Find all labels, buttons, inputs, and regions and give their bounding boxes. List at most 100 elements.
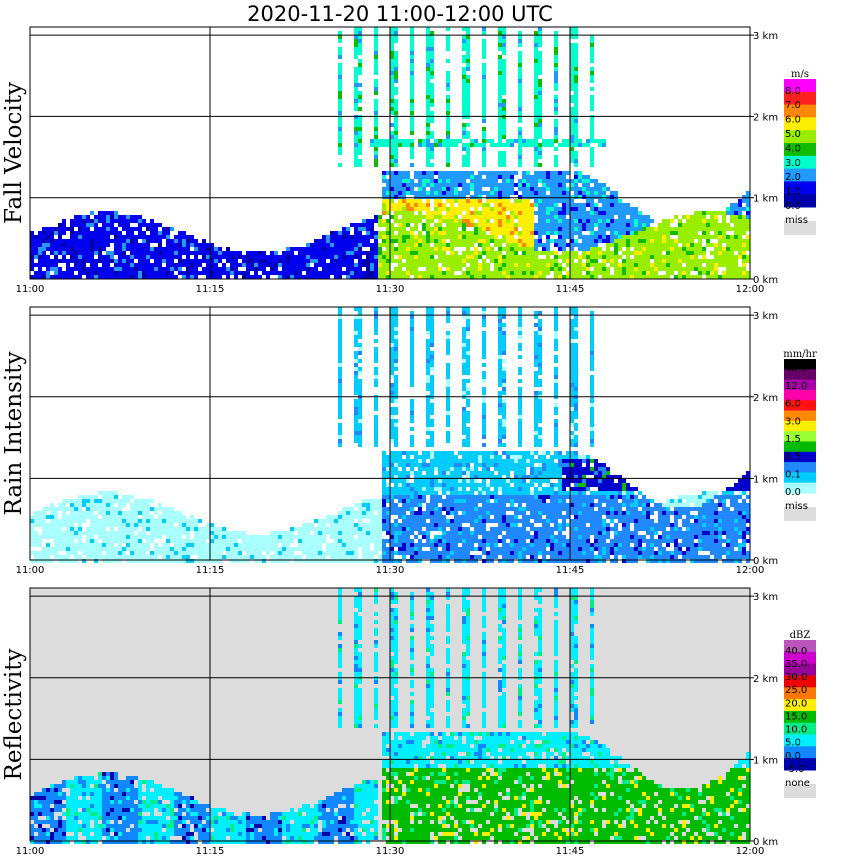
echo-cell [358, 259, 362, 263]
echo-cell [82, 255, 86, 259]
echo-cell [430, 179, 434, 183]
echo-cell [466, 267, 470, 271]
echo-cell [566, 195, 570, 199]
echo-cell [502, 203, 506, 207]
echo-cell [346, 267, 350, 271]
echo-cell [130, 547, 134, 551]
echo-cell [258, 539, 262, 543]
echo-cell [678, 219, 682, 223]
echo-cell [526, 203, 530, 207]
echo-cell [138, 511, 142, 515]
echo-cell [726, 271, 730, 275]
echo-cell [634, 243, 638, 247]
echo-cell [698, 215, 702, 219]
echo-cell [162, 507, 166, 511]
echo-cell [326, 527, 330, 531]
echo-cell [390, 431, 394, 435]
echo-cell [374, 379, 378, 383]
echo-cell [426, 235, 430, 239]
echo-cell [638, 235, 642, 239]
echo-cell [30, 551, 34, 555]
echo-cell [402, 459, 406, 463]
echo-cell [642, 267, 646, 271]
echo-cell [370, 243, 374, 247]
echo-cell [714, 211, 718, 215]
echo-cell [498, 75, 502, 79]
echo-cell [198, 559, 202, 563]
echo-cell [62, 543, 66, 547]
echo-cell [118, 559, 122, 563]
echo-cell [482, 103, 486, 107]
echo-cell [338, 427, 342, 431]
echo-cell [478, 235, 482, 239]
echo-cell [466, 183, 470, 187]
echo-cell [706, 239, 710, 243]
echo-cell [438, 223, 442, 227]
echo-cell [574, 151, 578, 155]
echo-cell [86, 527, 90, 531]
echo-cell [90, 495, 94, 499]
echo-cell [138, 275, 142, 279]
echo-cell [538, 199, 542, 203]
echo-cell [382, 259, 386, 263]
echo-cell [86, 543, 90, 547]
echo-cell [718, 243, 722, 247]
echo-cell [570, 183, 574, 187]
echo-cell [406, 183, 410, 187]
echo-cell [90, 519, 94, 523]
echo-cell [490, 195, 494, 199]
echo-cell [426, 27, 430, 31]
echo-cell [46, 507, 50, 511]
echo-cell [46, 543, 50, 547]
echo-cell [106, 491, 110, 495]
echo-cell [694, 223, 698, 227]
echo-cell [618, 263, 622, 267]
echo-cell [210, 263, 214, 267]
echo-cell [494, 179, 498, 183]
echo-cell [446, 163, 450, 167]
echo-cell [426, 175, 430, 179]
echo-cell [206, 255, 210, 259]
echo-cell [554, 131, 558, 135]
echo-cell [470, 179, 474, 183]
echo-cell [402, 483, 406, 487]
echo-cell [426, 275, 430, 279]
echo-cell [86, 511, 90, 515]
echo-cell [490, 275, 494, 279]
echo-cell [510, 251, 514, 255]
echo-cell [466, 79, 470, 83]
echo-cell [334, 275, 338, 279]
echo-cell [154, 507, 158, 511]
echo-cell [86, 515, 90, 519]
echo-cell [42, 227, 46, 231]
echo-cell [374, 367, 378, 371]
echo-cell [342, 543, 346, 547]
echo-cell [146, 499, 150, 503]
echo-cell [438, 191, 442, 195]
echo-cell [538, 135, 542, 139]
echo-cell [98, 523, 102, 527]
echo-cell [434, 243, 438, 247]
echo-cell [278, 539, 282, 543]
echo-cell [174, 255, 178, 259]
echo-cell [430, 35, 434, 39]
echo-cell [126, 239, 130, 243]
echo-cell [74, 251, 78, 255]
echo-cell [306, 535, 310, 539]
echo-cell [154, 231, 158, 235]
echo-cell [566, 143, 570, 147]
echo-cell [526, 267, 530, 271]
echo-cell [502, 151, 506, 155]
echo-cell [494, 227, 498, 231]
echo-cell [534, 71, 538, 75]
echo-cell [310, 535, 314, 539]
echo-cell [430, 55, 434, 59]
echo-cell [494, 195, 498, 199]
echo-cell [530, 215, 534, 219]
echo-cell [534, 59, 538, 63]
echo-cell [354, 527, 358, 531]
echo-cell [438, 175, 442, 179]
echo-cell [386, 523, 390, 527]
echo-cell [518, 179, 522, 183]
echo-cell [538, 123, 542, 127]
